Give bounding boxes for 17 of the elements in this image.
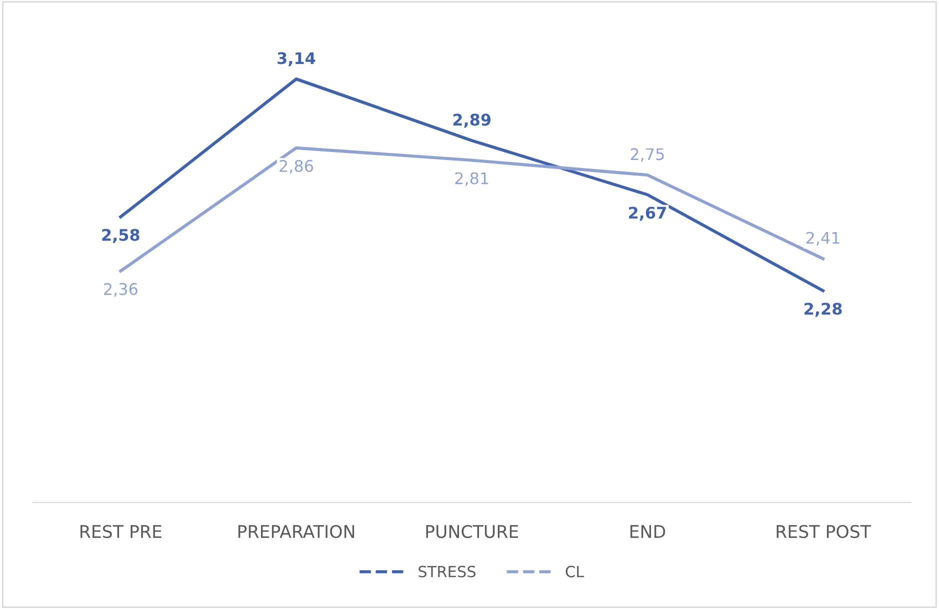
legend-label: STRESS [418,566,476,578]
data-label: 2,28 [804,302,842,317]
x-tick-label: REST PRE [80,524,162,538]
x-tick-label: END [630,525,666,538]
data-label: 2,86 [280,160,314,174]
data-label: 2,58 [102,228,140,243]
x-tick-label: REST POST [776,524,872,538]
data-label: 3,14 [278,52,316,66]
data-label: 2,89 [453,114,491,128]
data-label: 2,67 [629,206,666,221]
legend-label: CL [566,566,584,578]
data-label: 2,75 [630,148,664,162]
data-label: 2,81 [455,172,488,186]
data-label: 2,36 [104,283,138,297]
x-tick-label: PREPARATION [238,524,354,538]
x-tick-label: PUNCTURE [426,524,518,538]
data-label: 2,41 [806,232,840,246]
